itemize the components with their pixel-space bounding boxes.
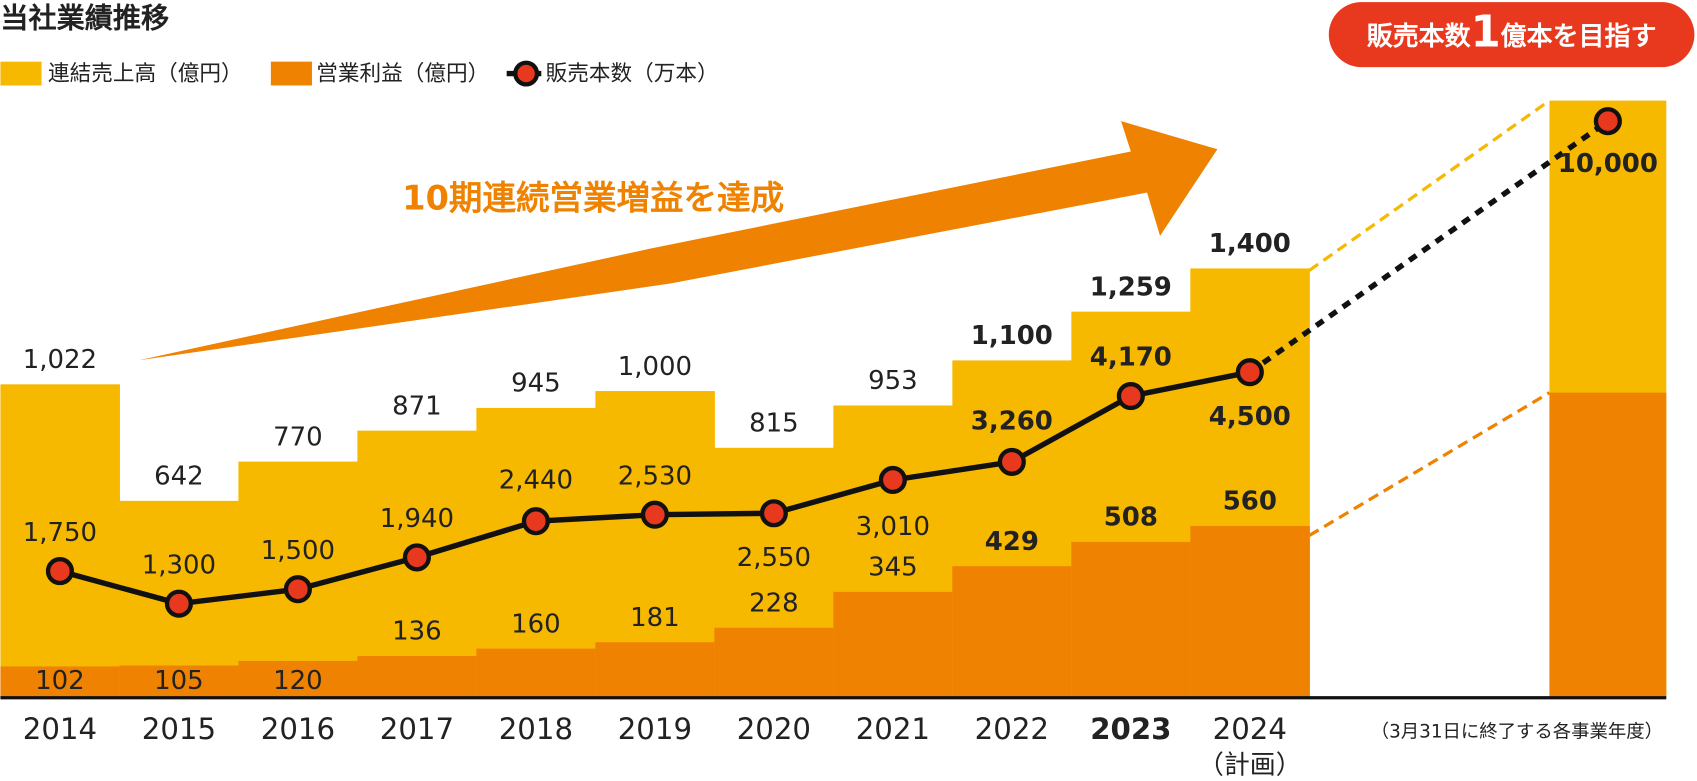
x-tick-label: 2021 — [856, 712, 930, 746]
x-tick-label: 2024 — [1213, 712, 1287, 746]
footnote: （3月31日に終了する各事業年度） — [1371, 721, 1663, 742]
units-label: 2,440 — [499, 466, 573, 496]
units-label: 4,500 — [1209, 402, 1291, 432]
profit-bar — [476, 648, 596, 698]
profit-bar — [238, 660, 358, 698]
profit-bar — [952, 566, 1072, 698]
legend-dot — [513, 60, 540, 87]
x-tick-label: 2023 — [1090, 712, 1171, 746]
revenue-label: 953 — [868, 366, 918, 396]
revenue-label: 642 — [154, 462, 204, 492]
units-point — [1235, 358, 1264, 387]
profit-bar — [0, 666, 120, 698]
revenue-label: 871 — [392, 391, 442, 421]
units-point — [164, 589, 193, 618]
x-tick-label: 2016 — [261, 712, 335, 746]
units-label: 3,010 — [856, 512, 930, 542]
legend-label: 営業利益（億円） — [316, 62, 489, 87]
revenue-label: 1,000 — [618, 352, 692, 382]
badge-text-part: 億本を目指す — [1501, 21, 1657, 51]
profit-label: 508 — [1104, 503, 1158, 533]
legend-swatch — [0, 61, 42, 86]
badge-text-part: 販売本数 — [1367, 21, 1471, 51]
units-label: 1,750 — [23, 518, 97, 548]
connector — [1308, 99, 1551, 272]
profit-label: 345 — [868, 553, 918, 583]
legend-label: 販売本数（万本） — [546, 62, 719, 87]
units-point — [45, 557, 74, 586]
profit-bar — [595, 642, 715, 698]
plan-label: （計画） — [1198, 750, 1302, 780]
revenue-label: 1,259 — [1090, 272, 1172, 302]
annotation: 10期連続営業増益を達成 — [402, 179, 784, 218]
revenue-label: 770 — [273, 422, 323, 452]
profit-bar — [714, 627, 834, 698]
profit-label: 102 — [35, 666, 85, 696]
profit-bar — [119, 665, 239, 698]
profit-label: 560 — [1223, 487, 1277, 517]
profit-bar — [1071, 541, 1191, 698]
units-point — [640, 500, 669, 529]
units-label: 3,260 — [971, 406, 1053, 436]
units-point — [997, 447, 1026, 476]
units-point — [1116, 382, 1145, 411]
badge-text: 販売本数1億本を目指す — [1367, 7, 1657, 57]
x-tick-label: 2020 — [737, 712, 811, 746]
target-badge — [1328, 2, 1695, 68]
x-tick-label: 2018 — [499, 712, 573, 746]
profit-label: 181 — [630, 603, 680, 633]
revenue-label: 1,400 — [1209, 229, 1291, 259]
x-tick-label: 2022 — [975, 712, 1049, 746]
units-point — [878, 465, 907, 495]
revenue-bar — [0, 384, 120, 698]
profit-label: 228 — [749, 588, 799, 618]
units-label: 1,300 — [142, 550, 216, 580]
badge-number: 1 — [1471, 7, 1501, 57]
chart-title: 当社業績推移 — [0, 1, 169, 34]
x-tick-label: 2014 — [23, 712, 97, 746]
profit-label: 160 — [511, 609, 561, 639]
profit-label: 105 — [154, 666, 204, 696]
target-label: 10,000 — [1558, 149, 1658, 179]
target-connector — [1248, 118, 1610, 375]
units-label: 1,500 — [261, 536, 335, 566]
profit-label: 429 — [985, 527, 1039, 557]
units-label: 1,940 — [380, 504, 454, 534]
connector — [1308, 391, 1551, 537]
x-tick-label: 2015 — [142, 712, 216, 746]
legend-label: 連結売上高（億円） — [48, 62, 243, 87]
revenue-label: 1,100 — [971, 321, 1053, 351]
units-point — [283, 575, 312, 604]
revenue-label: 945 — [511, 369, 561, 399]
units-label: 2,530 — [618, 461, 692, 491]
profit-bar — [833, 591, 953, 698]
units-label: 4,170 — [1090, 343, 1172, 373]
profit-bar — [1190, 525, 1310, 698]
x-tick-label: 2017 — [380, 712, 454, 746]
x-tick-label: 2019 — [618, 712, 692, 746]
units-point — [521, 507, 550, 536]
growth-arrow — [138, 121, 1218, 361]
target-point — [1593, 107, 1622, 136]
profit-label: 120 — [273, 666, 323, 696]
revenue-label: 1,022 — [23, 345, 97, 375]
target-bar — [1549, 392, 1667, 698]
legend-swatch — [270, 61, 312, 86]
units-point — [759, 499, 788, 528]
profit-bar — [357, 656, 477, 698]
units-label: 2,550 — [737, 543, 811, 573]
units-point — [402, 543, 431, 572]
profit-label: 136 — [392, 617, 442, 647]
revenue-label: 815 — [749, 408, 799, 438]
